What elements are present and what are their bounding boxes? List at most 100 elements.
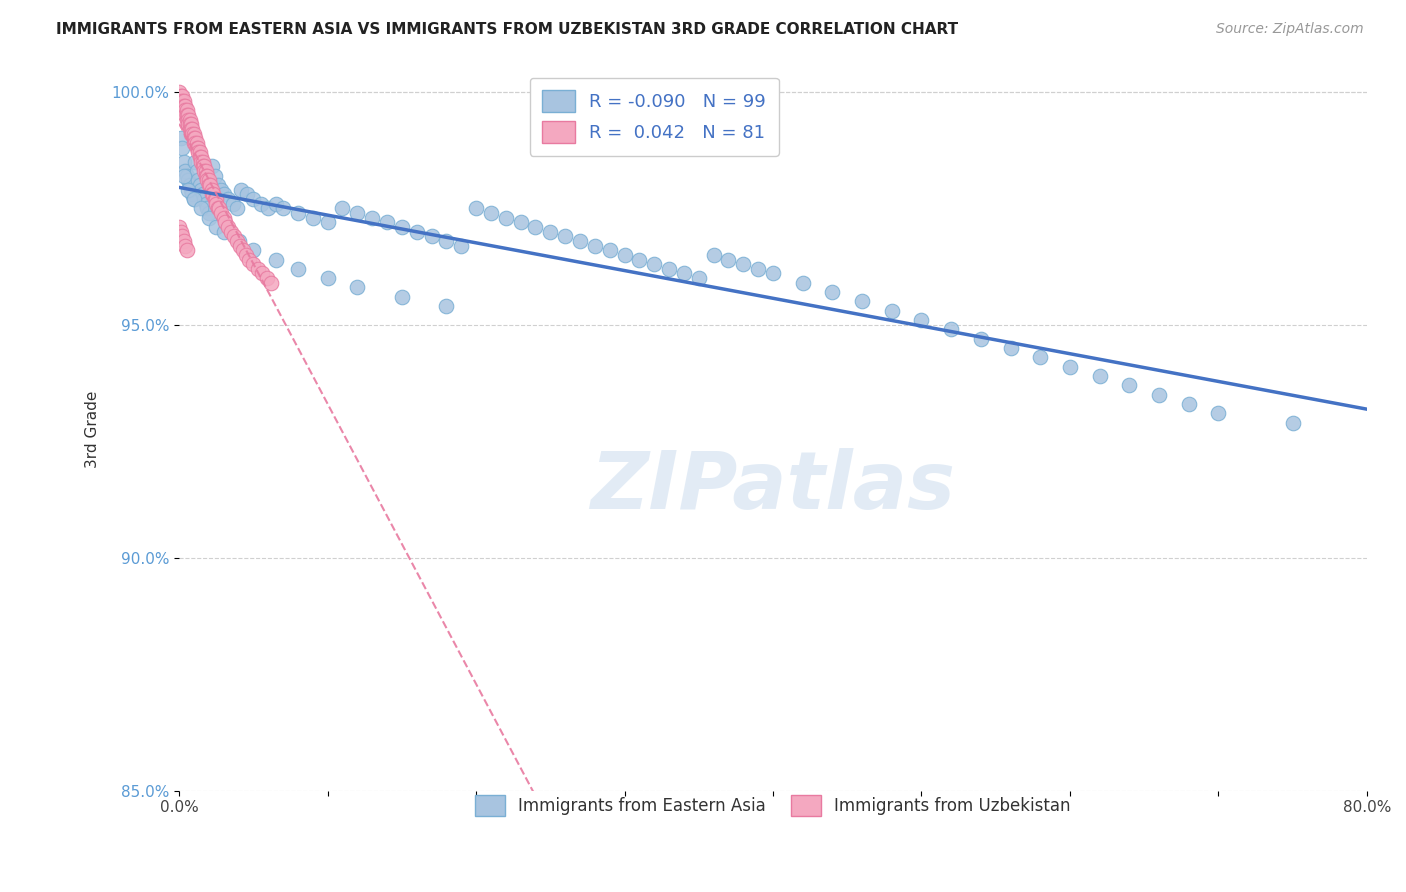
Point (186, 164, 208, 178)
Point (346, 206, 368, 220)
Legend: Immigrants from Eastern Asia, Immigrants from Uzbekistan: Immigrants from Eastern Asia, Immigrants… (465, 785, 1081, 826)
Point (231, 183, 253, 197)
Point (242, 192, 264, 206)
Point (193, 164, 215, 178)
Point (187, 173, 209, 187)
Point (242, 243, 264, 257)
Point (221, 196, 243, 211)
Point (209, 183, 232, 197)
Point (183, 192, 205, 206)
Point (188, 150, 211, 164)
Point (821, 285, 844, 300)
Point (173, 99, 195, 113)
Point (583, 238, 606, 252)
Point (169, 94, 191, 108)
Point (346, 280, 368, 294)
Point (257, 201, 280, 215)
Point (183, 136, 205, 150)
Point (207, 201, 229, 215)
Point (177, 112, 200, 127)
Point (174, 99, 197, 113)
Point (194, 169, 217, 183)
Point (214, 215, 236, 229)
Point (232, 243, 254, 257)
Point (222, 229, 245, 244)
Point (198, 206, 221, 220)
Point (252, 267, 274, 281)
Point (186, 141, 208, 155)
Point (375, 215, 398, 229)
Point (177, 183, 200, 197)
Point (190, 201, 212, 215)
Point (176, 112, 198, 127)
Point (183, 127, 205, 141)
Point (880, 303, 903, 318)
Point (538, 225, 561, 239)
Point (191, 187, 214, 202)
Point (212, 225, 235, 239)
Point (167, 219, 190, 234)
Point (174, 103, 197, 118)
Point (177, 108, 200, 122)
Text: Source: ZipAtlas.com: Source: ZipAtlas.com (1216, 22, 1364, 37)
Point (939, 322, 962, 336)
Point (184, 136, 207, 150)
Point (1147, 387, 1170, 401)
Point (190, 154, 212, 169)
Point (173, 169, 195, 183)
Point (229, 238, 252, 252)
Point (176, 103, 198, 118)
Point (174, 164, 197, 178)
Point (208, 201, 231, 215)
Point (183, 131, 205, 145)
Point (173, 103, 195, 118)
Point (910, 313, 932, 327)
Point (167, 85, 190, 99)
Point (242, 257, 264, 271)
Point (613, 248, 636, 262)
Point (172, 99, 194, 113)
Point (172, 141, 194, 155)
Point (177, 117, 200, 131)
Point (226, 201, 249, 215)
Text: ZIPatlas: ZIPatlas (591, 449, 956, 526)
Point (205, 219, 228, 234)
Point (271, 201, 294, 215)
Point (391, 219, 413, 234)
Point (236, 187, 259, 202)
Point (173, 234, 195, 248)
Point (179, 117, 201, 131)
Point (195, 201, 218, 215)
Point (176, 108, 198, 122)
Point (260, 276, 283, 290)
Point (287, 206, 309, 220)
Point (194, 164, 217, 178)
Point (169, 99, 191, 113)
Point (180, 117, 202, 131)
Point (204, 192, 226, 206)
Point (628, 252, 651, 267)
Point (479, 206, 502, 220)
Point (180, 183, 202, 197)
Point (217, 192, 239, 206)
Point (190, 150, 212, 164)
Point (1000, 341, 1022, 355)
Point (316, 215, 339, 229)
Point (209, 206, 232, 220)
Point (172, 229, 194, 244)
Point (1029, 351, 1052, 365)
Point (201, 187, 224, 202)
Point (169, 225, 191, 239)
Point (198, 211, 221, 225)
Point (186, 136, 208, 150)
Point (264, 196, 287, 211)
Point (176, 243, 198, 257)
Point (195, 169, 218, 183)
Point (172, 89, 194, 103)
Point (450, 238, 472, 252)
Point (204, 169, 226, 183)
Point (762, 267, 785, 281)
Point (301, 211, 323, 225)
Point (599, 243, 621, 257)
Point (184, 154, 207, 169)
